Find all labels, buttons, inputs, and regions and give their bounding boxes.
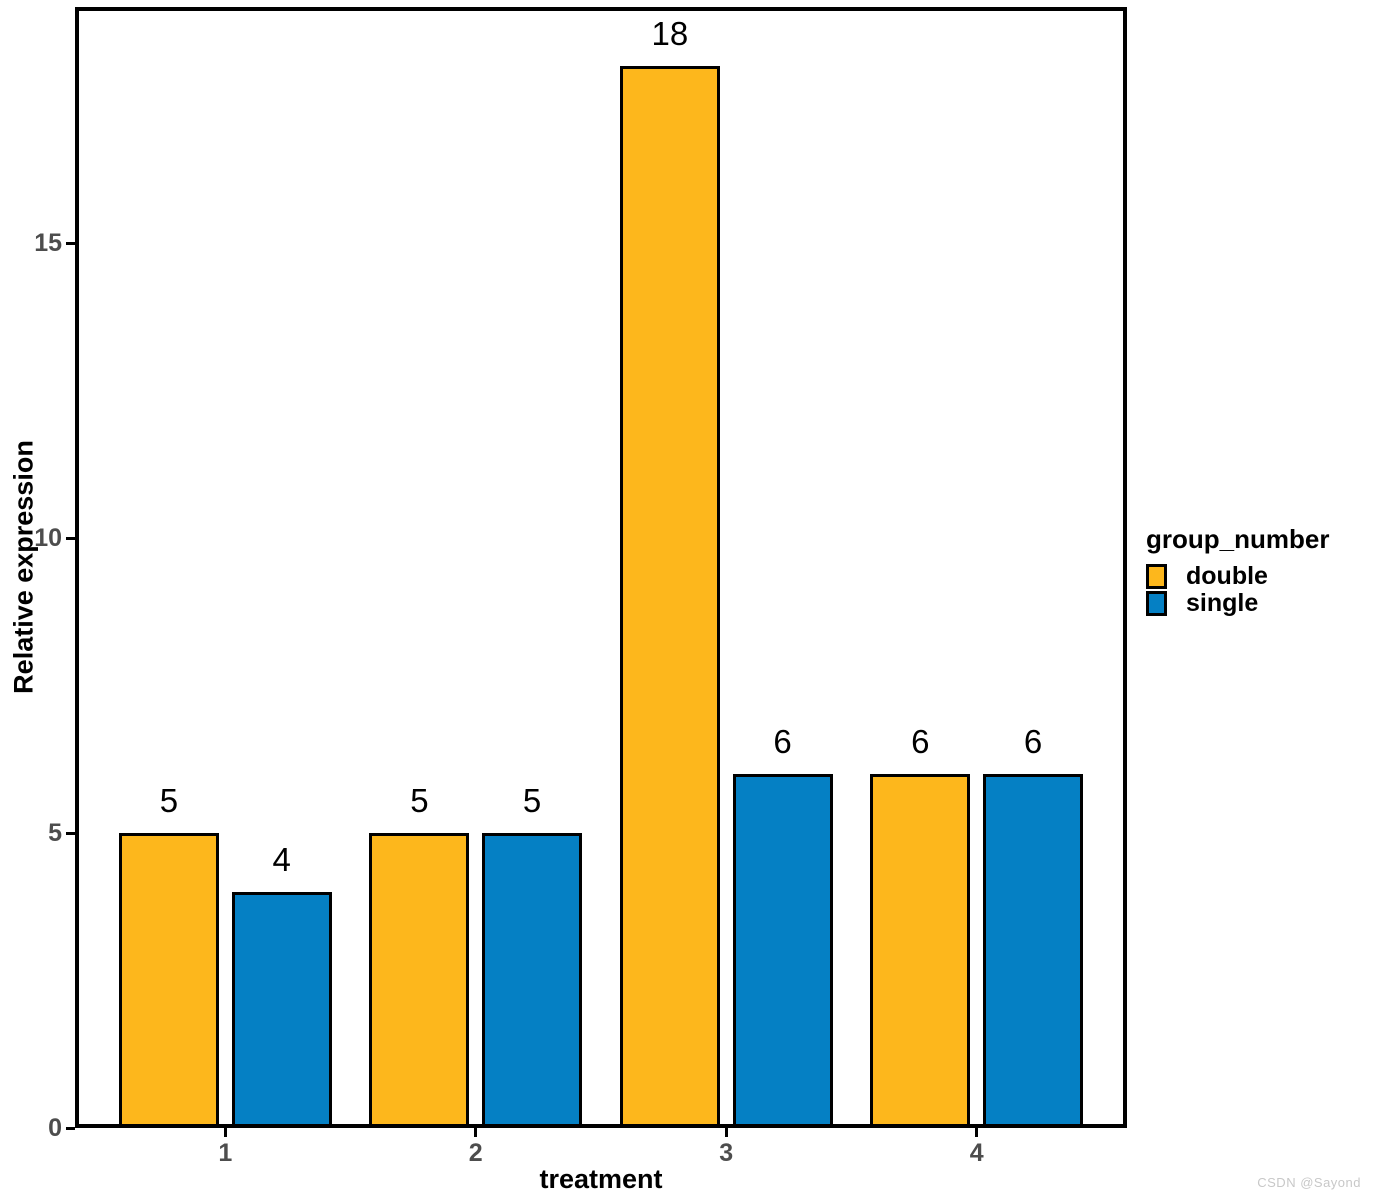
x-tick-label: 1 [218, 1139, 233, 1167]
bar-single-2 [482, 833, 583, 1128]
bar-value-label: 5 [522, 782, 542, 819]
y-tick-mark [66, 1126, 75, 1130]
bar-double-2 [369, 833, 470, 1128]
x-tick-label: 4 [969, 1139, 984, 1167]
y-axis-title: Relative expression [8, 440, 39, 694]
bar-value-label: 18 [651, 15, 689, 52]
bar-value-label: 6 [773, 723, 792, 760]
y-tick-mark [66, 831, 75, 835]
y-tick-label: 15 [34, 229, 62, 257]
x-tick-mark [474, 1128, 478, 1137]
bar-single-4 [982, 774, 1084, 1128]
y-tick-label: 5 [48, 819, 62, 847]
x-tick-mark [724, 1128, 728, 1137]
x-tick-label: 3 [719, 1139, 734, 1167]
legend-item-single: single [1146, 590, 1329, 617]
x-tick-mark [223, 1128, 227, 1137]
bar-double-4 [870, 774, 971, 1128]
legend-label: single [1186, 589, 1259, 617]
y-tick-label: 0 [48, 1114, 62, 1142]
legend-label: double [1186, 562, 1268, 590]
legend-key-swatch [1146, 564, 1167, 589]
legend-title: group_number [1146, 524, 1330, 554]
bar-value-label: 4 [272, 841, 291, 878]
y-tick-label: 10 [34, 524, 62, 552]
bar-single-1 [231, 892, 332, 1128]
bar-double-1 [118, 833, 220, 1128]
x-tick-mark [975, 1128, 979, 1137]
y-tick-mark [66, 536, 75, 540]
legend-items: double single [1146, 563, 1329, 617]
legend-key-swatch [1146, 591, 1167, 616]
bar-value-label: 5 [159, 782, 179, 819]
legend-item-double: double [1146, 563, 1329, 590]
x-tick-label: 2 [468, 1139, 483, 1167]
bar-value-label: 6 [1023, 723, 1043, 760]
bar-single-3 [732, 774, 833, 1128]
x-axis-title: treatment [539, 1164, 663, 1194]
bar-double-3 [619, 66, 720, 1128]
y-tick-mark [66, 241, 75, 245]
bar-value-label: 6 [911, 723, 930, 760]
bar-value-label: 5 [410, 782, 429, 819]
legend: group_number double single [1146, 524, 1329, 617]
watermark: CSDN @Sayond [1257, 1175, 1361, 1190]
